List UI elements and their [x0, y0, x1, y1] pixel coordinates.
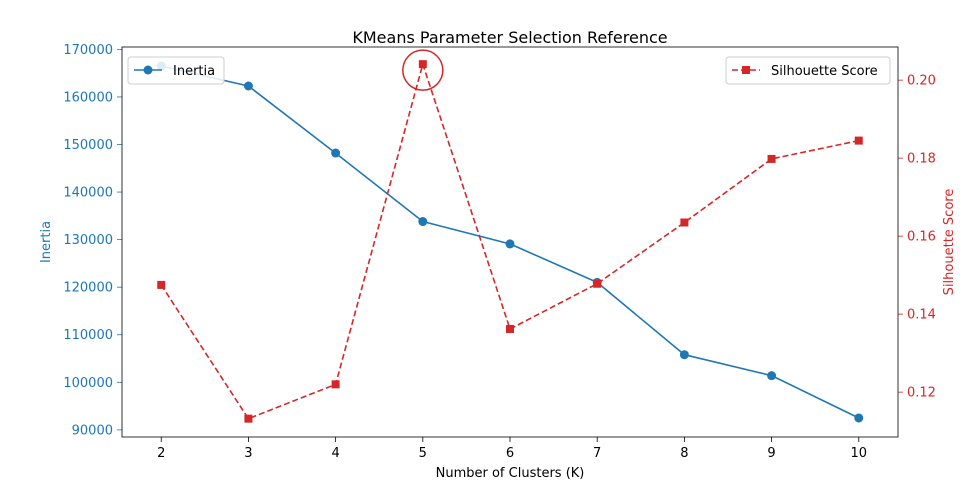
inertia-point [854, 413, 864, 423]
y-left-tick-label: 120000 [63, 281, 113, 296]
silhouette-point [157, 280, 166, 289]
y-left-tick-label: 160000 [63, 90, 113, 105]
y-right-tick-label: 0.20 [907, 74, 936, 89]
silhouette-point [244, 414, 253, 423]
silhouette-point [767, 154, 776, 163]
y-right-tick-label: 0.14 [907, 308, 936, 323]
inertia-point [243, 81, 253, 91]
x-tick-label: 5 [419, 446, 427, 461]
x-tick-label: 2 [157, 446, 165, 461]
inertia-point [418, 217, 428, 227]
y-left-tick-label: 110000 [63, 328, 113, 343]
silhouette-point [506, 324, 514, 333]
y-right-tick-label: 0.18 [907, 152, 936, 167]
inertia-point [505, 239, 515, 249]
silhouette-point [418, 60, 427, 69]
legend-inertia-label: Inertia [173, 64, 215, 79]
y-left-tick-label: 140000 [63, 186, 113, 201]
chart-title: KMeans Parameter Selection Reference [352, 28, 667, 47]
legend-right-box [725, 56, 891, 85]
y-right-tick-label: 0.16 [907, 230, 936, 245]
legend-inertia-marker [143, 65, 153, 75]
x-tick-label: 4 [331, 446, 339, 461]
silhouette-point [680, 218, 689, 227]
legend-silhouette-marker [742, 66, 750, 74]
x-axis-title: Number of Clusters (K) [436, 466, 585, 481]
x-tick-label: 9 [767, 446, 775, 461]
y-left-tick-label: 170000 [63, 43, 113, 58]
silhouette-point [854, 136, 863, 145]
y-left-tick-label: 100000 [63, 376, 113, 391]
inertia-point [767, 371, 777, 381]
y-left-tick-label: 150000 [63, 138, 113, 153]
plot-area: 2 3 4 5 6 7 8 9 10 90000 100000 110000 120000 130000 1… [63, 43, 936, 461]
best-k-highlight-circle [402, 49, 444, 91]
y-left-tick-label: 90000 [72, 423, 113, 438]
y-right-tick-label: 0.12 [907, 386, 936, 401]
silhouette-point [331, 380, 340, 389]
inertia-point [331, 148, 341, 158]
silhouette-point [593, 279, 602, 288]
x-tick-label: 6 [506, 446, 514, 461]
y-left-tick-label: 130000 [63, 233, 113, 248]
x-tick-label: 7 [593, 446, 601, 461]
inertia-point [679, 350, 689, 360]
legend-left-box [127, 56, 225, 85]
legend-silhouette-label: Silhouette Score [771, 64, 878, 79]
x-tick-label: 3 [244, 446, 252, 461]
y-right-axis-title: Silhouette Score [942, 189, 957, 296]
y-left-axis-title: Inertia [39, 221, 54, 263]
x-tick-label: 10 [850, 446, 867, 461]
axes-frame [121, 46, 899, 438]
x-tick-label: 8 [680, 446, 688, 461]
